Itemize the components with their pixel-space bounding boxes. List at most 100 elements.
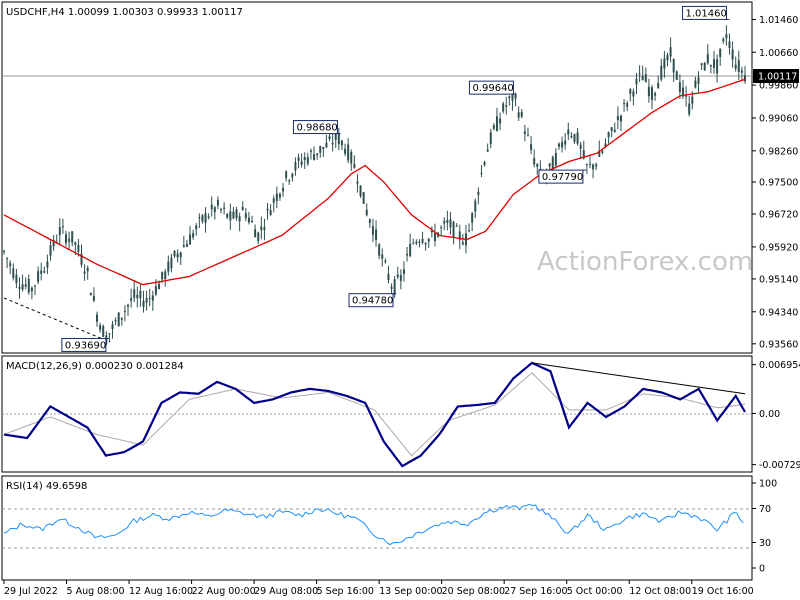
candle-body — [65, 234, 68, 243]
candle-body — [629, 89, 632, 94]
candle-body — [598, 150, 601, 157]
candle-body — [744, 75, 746, 82]
candle-body — [297, 157, 300, 161]
candle-body — [9, 263, 12, 267]
candle-body — [241, 206, 244, 211]
candle-body — [669, 47, 672, 57]
candle-body — [49, 245, 52, 256]
candle-body — [616, 116, 619, 121]
candle-body — [356, 181, 359, 184]
price-y-tick-label: 1.01460 — [759, 15, 798, 26]
candle-body — [694, 80, 697, 88]
candle-body — [641, 75, 644, 81]
candle-body — [455, 225, 458, 227]
candle-body — [582, 150, 585, 159]
price-y-tick-label: 0.97500 — [759, 178, 798, 189]
candle-body — [201, 215, 204, 222]
candle-body — [192, 233, 195, 238]
candle-body — [700, 63, 703, 66]
candle-body — [71, 231, 74, 243]
candle-body — [486, 149, 489, 152]
candle-body — [474, 200, 477, 212]
candle-body — [592, 164, 595, 170]
support-trendline — [3, 297, 111, 343]
candle-body — [229, 211, 232, 221]
rsi-y-axis: 100 70 30 0 — [752, 479, 777, 575]
candle-body — [111, 324, 114, 330]
candle-body — [371, 226, 374, 235]
candle-body — [189, 234, 192, 245]
price-callout-box — [292, 120, 338, 135]
candle-body — [328, 136, 331, 139]
candle-body — [554, 152, 557, 166]
macd-panel: MACD(12,26,9) 0.000230 0.001284 0.006954… — [1, 355, 800, 473]
candle-body — [588, 163, 591, 165]
candle-body — [601, 150, 604, 153]
candle-body — [226, 213, 229, 218]
candle-body — [449, 219, 452, 228]
candle-body — [381, 254, 384, 259]
macd-y-tick-label: 0.006954 — [759, 360, 800, 371]
candle-body — [195, 225, 198, 230]
candle-body — [458, 231, 461, 240]
candle-body — [6, 258, 9, 260]
candle-body — [595, 164, 598, 167]
rsi-panel-frame — [1, 475, 753, 581]
candle-body — [164, 271, 167, 280]
candle-body — [526, 134, 529, 136]
candle-body — [610, 127, 613, 131]
candle-body — [198, 217, 201, 219]
candle-body — [142, 300, 145, 307]
time-tick-label: 29 Aug 08:00 — [254, 586, 318, 597]
candle-body — [213, 207, 216, 213]
candle-body — [706, 53, 709, 64]
macd-y-axis: 0.006954 0.00 -0.007294 — [752, 360, 800, 471]
candle-body — [480, 172, 483, 174]
candle-body — [235, 209, 238, 219]
candle-body — [626, 103, 629, 107]
candle-body — [288, 180, 291, 182]
candle-body — [409, 243, 412, 257]
candle-body — [418, 242, 421, 244]
price-callout-label: 0.94780 — [352, 296, 393, 307]
moving-average-line — [3, 78, 746, 286]
rsi-title: RSI(14) 49.6598 — [6, 481, 87, 492]
price-callout-label: 0.98680 — [296, 123, 337, 134]
candle-body — [350, 151, 353, 164]
candle-body — [368, 219, 371, 223]
candle-body — [716, 59, 719, 74]
time-tick-label: 5 Aug 08:00 — [67, 586, 125, 597]
candle-body — [632, 91, 635, 97]
candle-body — [294, 162, 297, 171]
candle-body — [96, 314, 99, 322]
candle-body — [650, 87, 653, 101]
candle-body — [173, 250, 176, 257]
time-tick-label: 5 Oct 00:00 — [567, 586, 623, 597]
candle-body — [151, 295, 154, 301]
candle-body — [254, 229, 257, 238]
candle-body — [123, 310, 126, 312]
rsi-y-tick-label: 0 — [759, 564, 765, 575]
price-callout-box — [61, 337, 107, 352]
candle-body — [576, 132, 579, 144]
candle-body — [257, 232, 260, 242]
candle-body — [499, 118, 502, 124]
candle-body — [34, 285, 37, 287]
candle-body — [167, 261, 170, 272]
candle-body — [508, 96, 511, 99]
candlestick-series — [3, 25, 746, 346]
candle-body — [570, 135, 573, 137]
candle-body — [139, 290, 142, 299]
candle-body — [52, 239, 55, 247]
candle-body — [514, 94, 517, 99]
time-tick-label: 27 Sep 16:00 — [504, 586, 567, 597]
rsi-y-tick-label: 30 — [759, 538, 771, 549]
candle-body — [244, 213, 247, 219]
price-callout-box — [468, 80, 514, 95]
price-callout-box — [348, 293, 394, 308]
candle-body — [681, 87, 684, 97]
price-panel-frame — [1, 1, 753, 354]
candle-body — [43, 271, 46, 273]
candle-body — [517, 112, 520, 118]
